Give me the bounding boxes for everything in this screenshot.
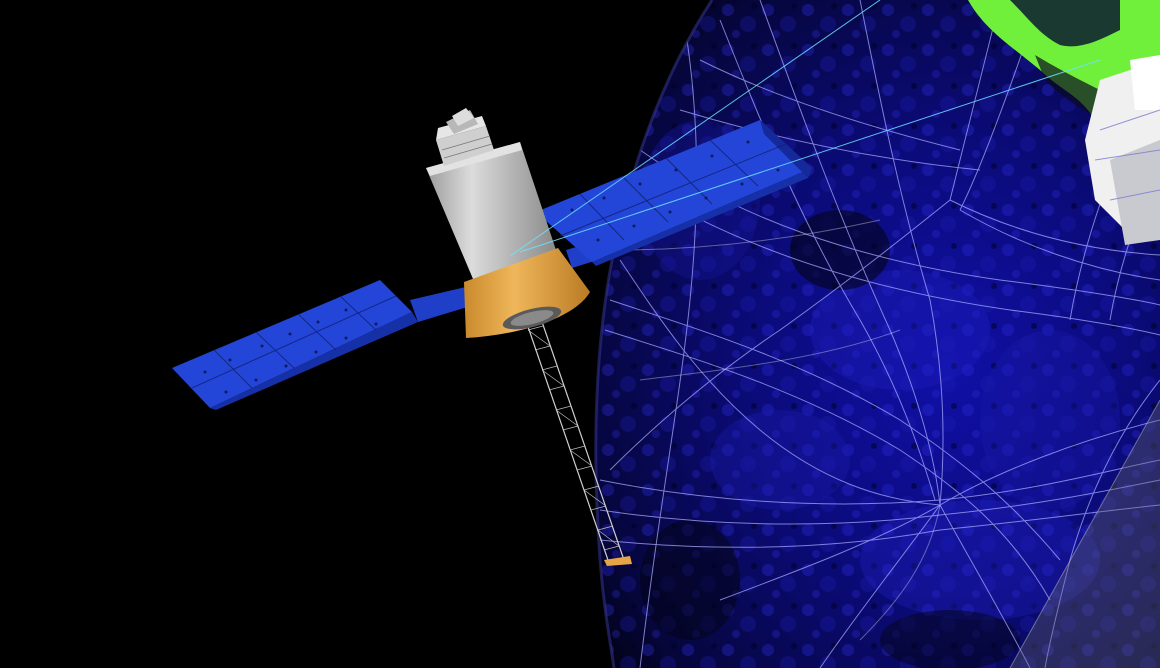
solar-panel-left xyxy=(172,280,474,410)
orbit-lines xyxy=(599,0,1160,668)
satellite[interactable] xyxy=(172,0,1101,566)
boom-tip xyxy=(604,556,632,566)
solar-panel-right xyxy=(536,120,812,268)
satellite-instrument xyxy=(436,108,494,166)
pointing-vectors xyxy=(509,0,1101,257)
satellite-body xyxy=(426,142,590,338)
earth-globe xyxy=(594,0,1160,668)
satellite-boom xyxy=(524,315,625,561)
land-overlay xyxy=(968,0,1160,668)
